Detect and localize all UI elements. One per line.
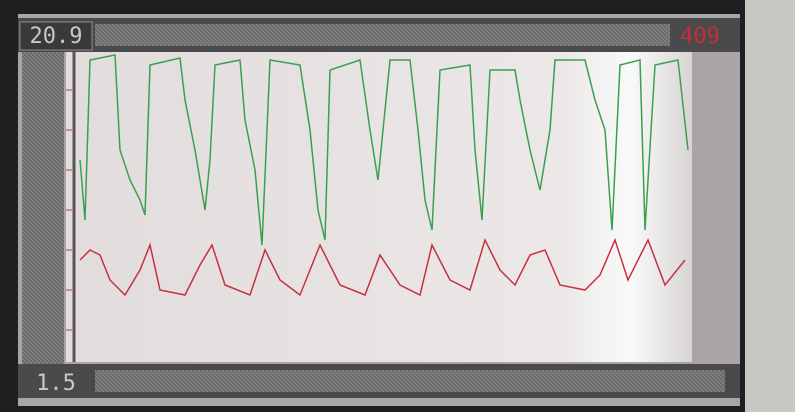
bottom-left-value: 1.5: [36, 371, 76, 396]
top-left-value: 20.9: [30, 24, 83, 49]
top-scroll: [95, 24, 670, 46]
page: 20.9 409 1.5 (() => { const data = JSON.…: [0, 0, 795, 412]
photo: 20.9 409 1.5: [0, 0, 795, 412]
top-right-value: 409: [680, 24, 720, 49]
left-bar: [22, 52, 64, 370]
bottom-scroll: [95, 370, 725, 392]
wall: [745, 0, 795, 412]
plot-area: [66, 52, 692, 362]
